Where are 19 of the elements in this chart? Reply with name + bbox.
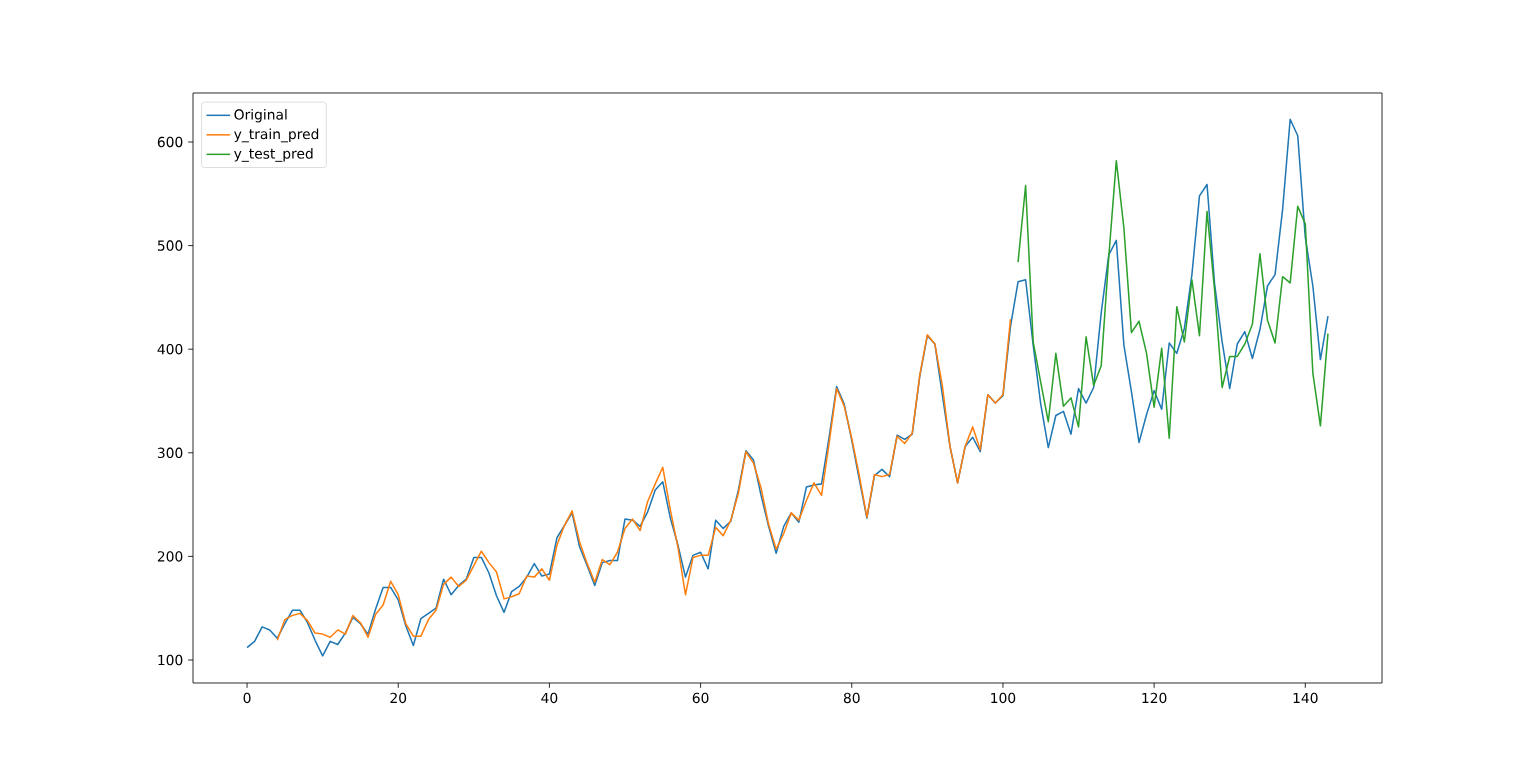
y-tick-label: 400 xyxy=(157,343,183,355)
x-tick-label: 0 xyxy=(243,692,251,704)
line-series xyxy=(1017,159,1329,440)
legend-label: Original xyxy=(234,109,287,123)
x-tick-label: 60 xyxy=(692,692,709,704)
x-tick-label: 120 xyxy=(1142,692,1167,704)
x-tick-label: 20 xyxy=(390,692,407,704)
y-tick-label: 600 xyxy=(157,136,183,148)
legend-label: y_test_pred xyxy=(234,148,313,162)
y-tick-label: 100 xyxy=(158,654,183,666)
legend-label: y_train_pred xyxy=(234,128,319,143)
x-tick-label: 80 xyxy=(843,692,860,704)
x-tick-label: 140 xyxy=(1293,692,1318,704)
y-tick-label: 500 xyxy=(157,240,183,251)
line-series xyxy=(276,318,1012,642)
y-tick-label: 300 xyxy=(157,447,183,459)
x-tick-label: 100 xyxy=(991,692,1016,704)
x-tick-label: 40 xyxy=(541,692,558,704)
y-tick-label: 200 xyxy=(157,551,183,562)
